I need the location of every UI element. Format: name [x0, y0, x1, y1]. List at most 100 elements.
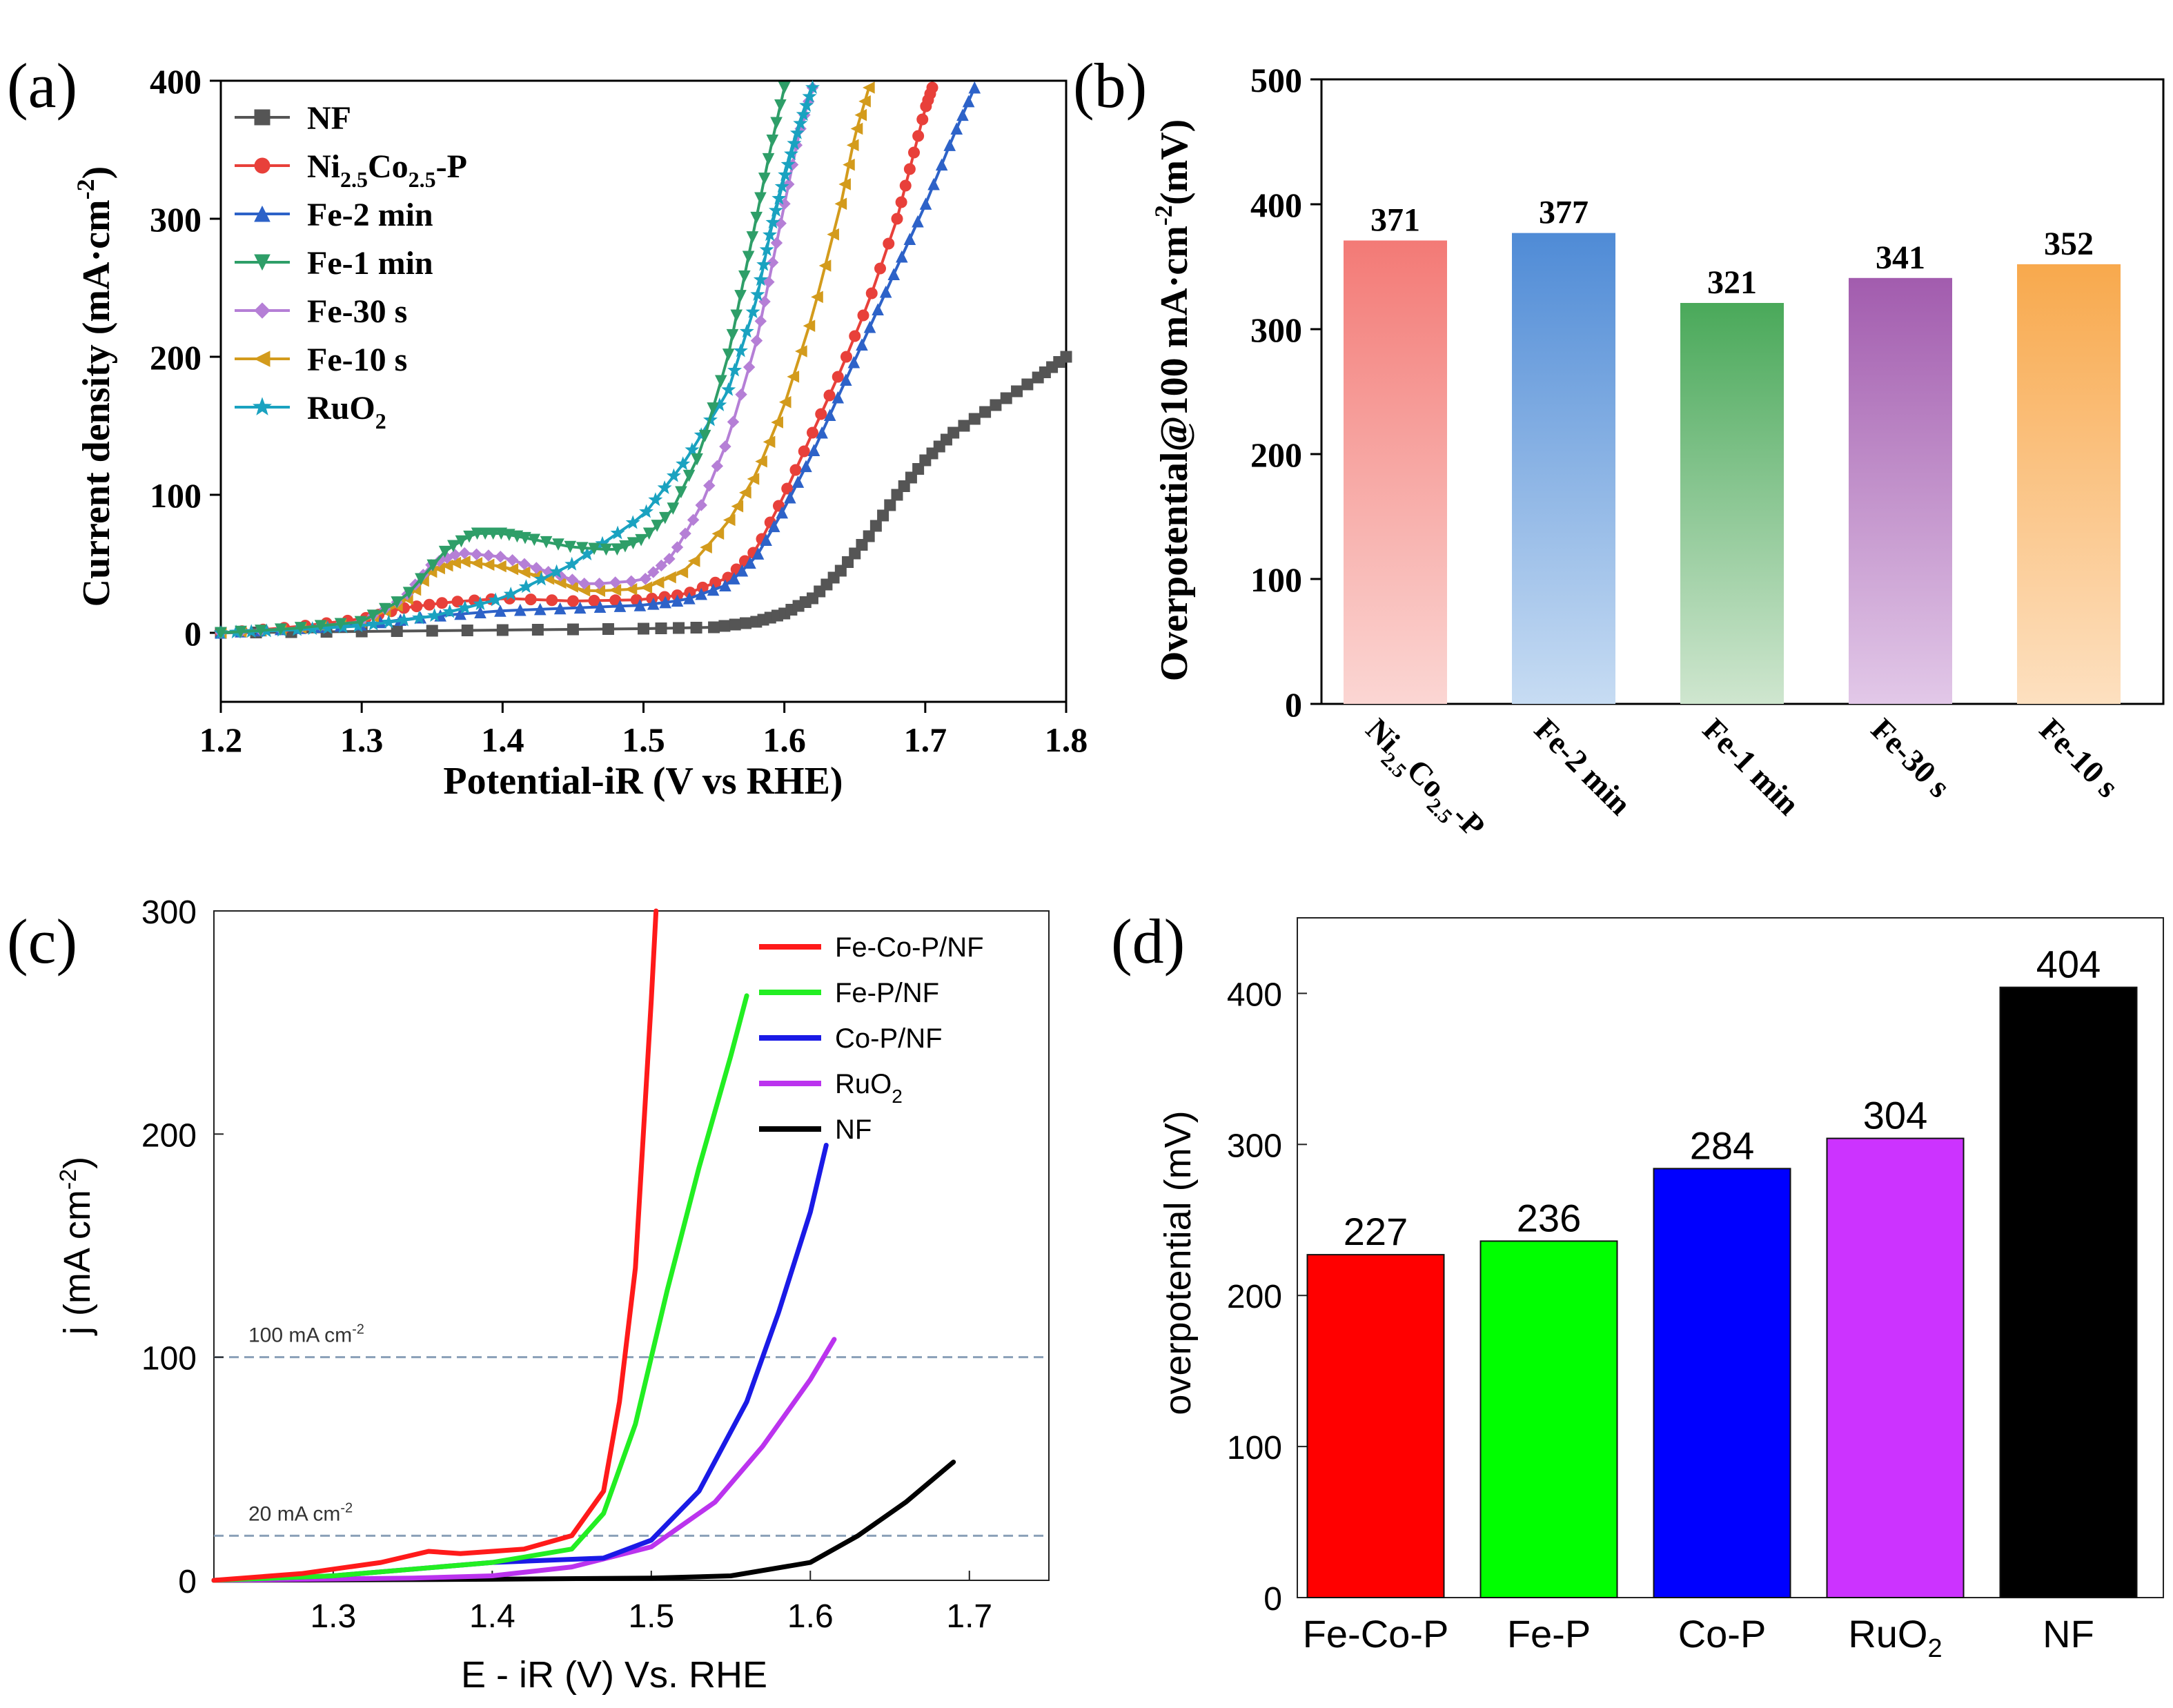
panel-c-legend-label: NF	[835, 1115, 872, 1145]
panel-a-series-point	[711, 460, 724, 473]
panel-a-series-point	[774, 99, 787, 112]
panel-a-x-tick-label: 1.6	[763, 720, 806, 759]
panel-a-series-point	[294, 622, 307, 634]
panel-c-series	[211, 908, 956, 1583]
panel-a-series-point	[903, 163, 916, 175]
panel-a-series-point	[798, 445, 810, 458]
panel-a-series-point	[496, 624, 509, 636]
panel-a-series-point	[727, 362, 743, 377]
panel-a-series-point	[990, 399, 1002, 411]
panel-a-series-point	[471, 527, 484, 540]
panel-a-x-ticks: 1.2 1.3 1.4 1.5 1.6 1.7 1.8	[199, 702, 1088, 759]
panel-a-series-point	[781, 482, 794, 495]
panel-d-x-tick-label: Fe-Co-P	[1303, 1612, 1449, 1656]
panel-a-legend-label: Fe-2 min	[307, 197, 433, 233]
panel-a-series-point	[908, 146, 920, 159]
panel-c-x-tick-label: 1.3	[310, 1598, 356, 1635]
panel-b-x-tick-label: Fe-1 min	[1696, 711, 1807, 822]
panel-a-series-point	[635, 533, 647, 547]
panel-a-series-point	[658, 511, 671, 524]
panel-a-series-point	[593, 577, 606, 590]
panel-a-series-point	[687, 513, 700, 527]
panel-a-y-tick-label: 200	[150, 338, 201, 377]
panel-a-series-point	[494, 605, 507, 617]
panel-b-y-tick-label: 200	[1250, 435, 1302, 474]
panel-a-series-point	[676, 566, 689, 578]
panel-a-series-point	[874, 262, 886, 275]
panel-a-series-point	[274, 623, 287, 636]
panel-a-series-point	[707, 583, 720, 596]
panel-a-series-point	[679, 527, 691, 540]
panel-a-series-point	[728, 572, 740, 585]
panel-a-series-point	[721, 382, 736, 396]
panel-a-series-point	[738, 270, 751, 283]
panel-a-series-point	[627, 537, 640, 549]
panel-a-series-point	[391, 596, 404, 609]
panel-a-series-point	[366, 616, 381, 631]
panel-a-series-point	[733, 343, 748, 357]
panel-a-series-point	[642, 527, 656, 540]
panel-b-x-tick-label: Fe-10 s	[2033, 711, 2126, 805]
panel-a-series-point	[950, 122, 963, 135]
panel-a-series-point	[470, 557, 483, 569]
panel-c-reference-label: 20 mA cm-2	[248, 1500, 353, 1525]
panel-a-series-point	[454, 607, 466, 620]
panel-a-series-point	[746, 231, 759, 244]
panel-a-series-point	[718, 620, 731, 632]
panel-a-series-point	[784, 491, 796, 504]
panel-a-series-point	[780, 157, 796, 171]
panel-a-series-point	[411, 600, 423, 613]
panel-c-x-tick-label: 1.7	[946, 1598, 992, 1635]
panel-c-legend-label: Fe-Co-P/NF	[835, 932, 984, 963]
panel-a-series-point	[639, 504, 654, 518]
panel-a-series-point	[943, 139, 956, 151]
panel-a-series-point	[771, 416, 783, 429]
panel-a-series-point	[750, 211, 763, 224]
panel-a-series-point	[774, 179, 789, 193]
panel-a-series-point	[638, 622, 649, 635]
panel-a-series-point	[479, 527, 491, 540]
panel-a-series-point	[528, 533, 541, 547]
panel-b-bar-value: 341	[1876, 239, 1925, 276]
panel-a-series-point	[802, 88, 817, 103]
panel-a-series-point	[719, 579, 731, 591]
panel-a-series-point	[613, 600, 627, 612]
panel-a-series-point	[722, 513, 736, 527]
panel-a-series-point	[869, 520, 882, 532]
panel-a-series-point	[879, 285, 892, 298]
panel-a-series-point	[1011, 385, 1023, 397]
panel-b-x-tick-label: Fe-2 min	[1528, 711, 1638, 822]
panel-b-x-tick-label: Fe-30 s	[1865, 711, 1958, 805]
panel-a-series-point	[789, 464, 802, 476]
panel-a-series-point	[968, 81, 981, 94]
panel-a-series-point	[593, 600, 607, 613]
panel-c-y-ticks: 0 100 200 300	[141, 894, 224, 1600]
panel-a-series-point	[800, 460, 812, 473]
panel-a-series-point	[611, 543, 624, 556]
panel-a-series-point	[832, 371, 844, 383]
panel-c-reference-label: 100 mA cm-2	[248, 1322, 364, 1347]
panel-d-bar	[1826, 1137, 1965, 1598]
panel-a-series-point	[685, 442, 700, 456]
panel-a-series-point	[791, 475, 805, 488]
panel-a-series-point	[691, 453, 703, 466]
panel-b-y-axis-label: Overpotential@100 mA·cm-2(mV)	[1150, 119, 1196, 682]
panel-a-series-point	[566, 573, 579, 586]
panel-a-series-point	[884, 499, 896, 511]
panel-a-series-point	[671, 594, 684, 607]
panel-a-series-point	[567, 595, 579, 607]
panel-a-series-point	[657, 480, 672, 494]
panel-a-series-point	[655, 559, 668, 572]
panel-b-bar-value: 377	[1539, 195, 1589, 231]
panel-a-series-point	[533, 571, 549, 586]
panel-a-series-point	[799, 97, 814, 112]
panel-a-series-point	[1021, 378, 1034, 391]
panel-a-x-axis-label: Potential-iR (V vs RHE)	[443, 760, 843, 803]
panel-a-series-point	[912, 215, 924, 228]
panel-c-x-tick-label: 1.4	[469, 1598, 515, 1635]
panel-c-x-tick-label: 1.5	[628, 1598, 674, 1635]
panel-d-bar-value: 284	[1690, 1123, 1754, 1167]
panel-b-y-axis-label-sup: -2	[1150, 205, 1177, 226]
panel-d-x-tick-label: RuO2	[1848, 1612, 1942, 1663]
panel-a-series-point	[552, 538, 564, 551]
